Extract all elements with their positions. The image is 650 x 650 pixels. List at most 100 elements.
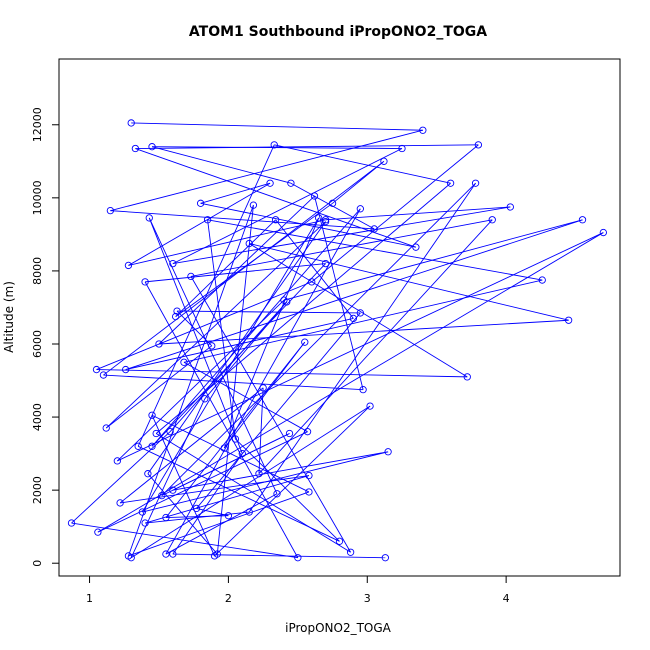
- series-segment: [131, 122, 423, 131]
- series-segment: [275, 219, 354, 319]
- data-point: [210, 552, 219, 560]
- data-point: [564, 316, 573, 324]
- series-segment: [71, 431, 171, 524]
- data-point: [370, 225, 378, 233]
- series-segment: [135, 144, 479, 149]
- series-segment: [103, 374, 364, 391]
- data-point: [259, 384, 267, 392]
- series-segment: [223, 217, 320, 449]
- data-point: [238, 449, 246, 458]
- data-point: [599, 228, 607, 237]
- series-segment: [172, 433, 290, 491]
- plot-area-border: [58, 58, 621, 577]
- series-segment: [119, 387, 264, 504]
- series-segment: [172, 148, 403, 265]
- series-segment: [235, 438, 340, 542]
- series-segment: [190, 276, 351, 553]
- series-segment: [128, 204, 254, 557]
- data-point: [220, 444, 228, 452]
- series-segment: [155, 433, 351, 553]
- series-layer: [67, 119, 607, 562]
- data-point: [578, 216, 587, 224]
- data-point: [303, 428, 312, 436]
- series-segment: [248, 182, 476, 513]
- series-segment: [183, 279, 543, 363]
- series-segment: [151, 146, 292, 184]
- series-segment: [144, 281, 299, 558]
- series-segment: [177, 310, 361, 314]
- data-point: [321, 216, 330, 224]
- data-point: [162, 550, 170, 558]
- series-segment: [144, 475, 310, 524]
- data-point: [308, 278, 316, 286]
- data-point: [152, 429, 160, 438]
- data-point: [148, 411, 156, 419]
- data-point: [315, 214, 323, 222]
- data-point: [463, 373, 471, 381]
- series-segment: [183, 361, 308, 433]
- data-point: [398, 144, 406, 153]
- series-segment: [216, 205, 254, 555]
- y-tick-label: 12000: [31, 107, 44, 142]
- data-point: [412, 243, 420, 251]
- data-point: [169, 486, 177, 494]
- series-segment: [161, 182, 476, 496]
- data-point: [356, 205, 364, 213]
- data-point: [384, 448, 392, 456]
- series-segment: [172, 553, 386, 559]
- data-point: [106, 206, 115, 215]
- series-segment: [130, 398, 206, 558]
- series-segment: [135, 148, 417, 248]
- series-segment: [120, 475, 310, 504]
- data-point: [381, 554, 389, 562]
- y-tick-label: 4000: [31, 403, 44, 431]
- data-point: [380, 157, 388, 165]
- data-point: [99, 371, 108, 379]
- data-point: [169, 259, 177, 268]
- data-point: [346, 548, 355, 556]
- series-segment: [137, 144, 275, 447]
- data-point: [138, 508, 146, 516]
- x-axis: 1 2 3 4: [86, 575, 510, 605]
- data-point: [94, 528, 102, 536]
- data-point: [231, 435, 240, 443]
- series-segment: [117, 232, 604, 462]
- data-point: [305, 488, 313, 496]
- series-segment: [151, 208, 361, 447]
- x-tick-label: 4: [503, 592, 510, 605]
- data-point: [349, 314, 358, 323]
- data-point: [283, 298, 291, 306]
- data-point: [474, 141, 483, 149]
- series-segment: [96, 369, 468, 378]
- series-segment: [128, 182, 271, 266]
- data-point: [301, 338, 309, 346]
- data-point: [356, 309, 364, 317]
- series-segment: [200, 182, 271, 204]
- series-segment: [207, 219, 543, 281]
- series-segment: [165, 493, 278, 555]
- data-point: [335, 537, 344, 545]
- data-point: [488, 216, 496, 224]
- data-point: [155, 340, 163, 348]
- series-segment: [204, 301, 288, 400]
- x-tick-label: 2: [225, 592, 232, 605]
- series-segment: [200, 202, 416, 248]
- series-segment: [172, 451, 389, 491]
- data-point: [538, 276, 546, 284]
- data-point: [127, 554, 135, 562]
- series-segment: [152, 146, 402, 149]
- data-point: [224, 512, 233, 520]
- series-segment: [148, 217, 278, 494]
- data-point: [144, 470, 152, 478]
- series-segment: [110, 210, 375, 230]
- data-point: [285, 429, 294, 438]
- data-point: [166, 428, 174, 436]
- data-point: [169, 550, 177, 558]
- data-point: [158, 491, 166, 500]
- data-point: [131, 144, 140, 153]
- data-point: [124, 261, 133, 270]
- series-segment: [148, 217, 243, 454]
- data-point: [173, 307, 181, 315]
- data-point: [67, 519, 76, 527]
